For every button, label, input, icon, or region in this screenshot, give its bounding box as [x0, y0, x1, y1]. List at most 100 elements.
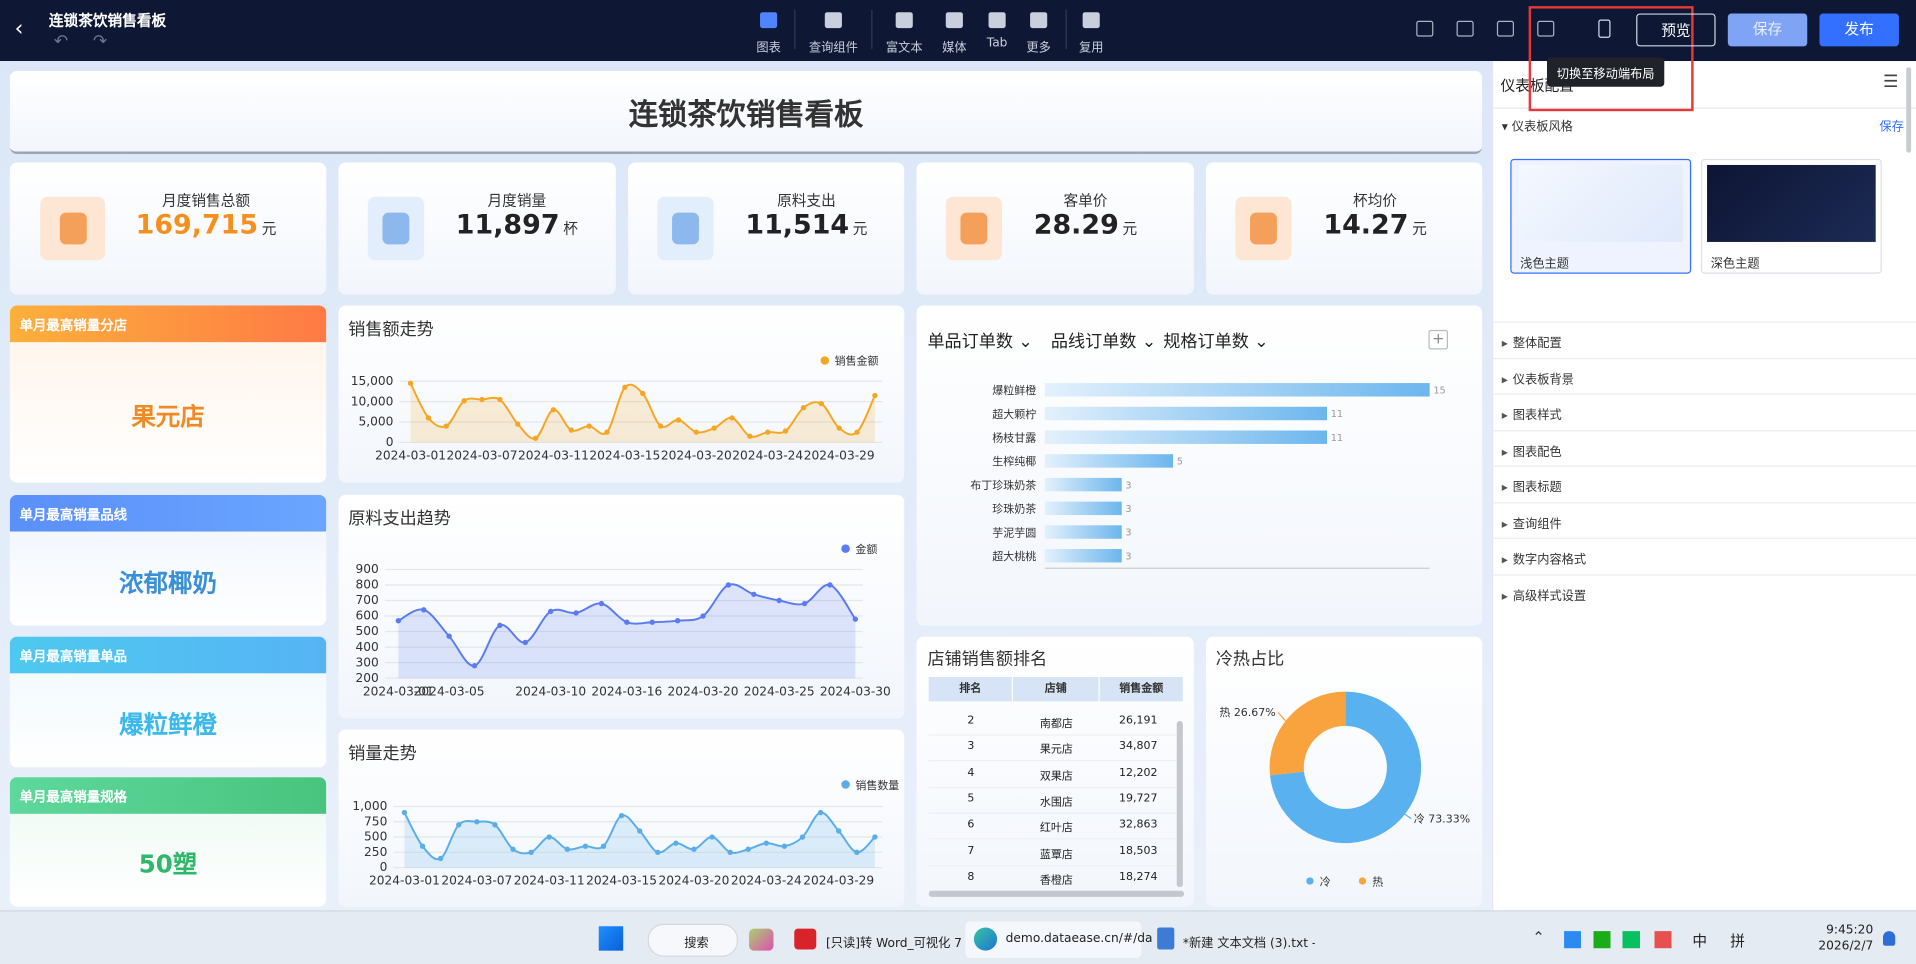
highlight-header: 单月最高销量规格: [9, 777, 327, 814]
section-header[interactable]: ▾ 仪表板风格: [1501, 120, 1573, 135]
redo[interactable]: ↷: [92, 31, 108, 52]
taskbar-app[interactable]: *新建 文本文档 (3).txt -: [1182, 937, 1315, 951]
table-cell: 香橙店: [1039, 874, 1073, 887]
table-cell: 3: [967, 740, 975, 754]
table-cell: 32,863: [1118, 818, 1158, 832]
table-cell: 26,191: [1118, 714, 1158, 728]
kpi-text: 月度销量 11,897 杯: [455, 189, 578, 241]
header-button[interactable]: 预览: [1636, 13, 1716, 47]
kpi-unit: 元: [1122, 219, 1138, 238]
kpi-text: 月度销售总额 169,715 元: [136, 189, 277, 241]
tool-separator: [1065, 9, 1067, 49]
tab[interactable]: 品线订单数 ⌄: [1050, 332, 1157, 352]
kpi-value: 11,514: [745, 210, 850, 241]
tool-icon[interactable]: [1496, 20, 1514, 37]
app-icon[interactable]: [1157, 927, 1175, 950]
ime-mode[interactable]: 中: [1692, 932, 1708, 950]
kpi-icon: [657, 196, 714, 261]
kpi-value-row: 169,715 元: [136, 210, 277, 241]
tool-icon[interactable]: [1537, 20, 1555, 37]
tool-icon[interactable]: [1082, 12, 1100, 29]
tray-arrow[interactable]: ⌃: [1532, 928, 1545, 946]
panel-item[interactable]: ▸ 图表配色: [1501, 441, 1562, 459]
tool-label[interactable]: 富文本: [885, 41, 923, 55]
chart-panel: 销售额走势: [338, 305, 905, 483]
table-scrollbar[interactable]: [1176, 720, 1183, 888]
expand-arrow: ▸: [1501, 445, 1508, 459]
header-button[interactable]: 保存: [1727, 13, 1808, 47]
panel-menu[interactable]: ☰: [1883, 72, 1899, 92]
kpi-icon: [367, 196, 425, 261]
highlight-value: 爆粒鲜橙: [119, 709, 217, 739]
tool-icon[interactable]: [988, 12, 1006, 29]
table-hscrollbar[interactable]: [928, 890, 1185, 897]
tool-label[interactable]: 媒体: [942, 41, 967, 55]
section-save[interactable]: 保存: [1879, 120, 1904, 135]
taskbar-app[interactable]: [只读]转 Word_可视化 7: [826, 937, 962, 951]
tool-label[interactable]: 复用: [1078, 41, 1104, 55]
table-cell: 7: [967, 844, 975, 858]
table-cell: 18,274: [1118, 870, 1158, 884]
table-row-line: [928, 760, 1177, 762]
dashboard-title: 连锁茶饮销售看板: [628, 97, 864, 132]
expand-arrow: ▸: [1501, 589, 1508, 604]
kpi-text: 原料支出 11,514 元: [745, 189, 867, 241]
highlight-header: 单月最高销量单品: [9, 636, 327, 674]
panel-item[interactable]: ▸ 图表样式: [1502, 404, 1562, 422]
panel-divider: [1491, 501, 1916, 503]
table-row-line: [928, 812, 1177, 814]
start-button[interactable]: [598, 926, 624, 951]
panel-item[interactable]: ▸ 数字内容格式: [1502, 549, 1586, 567]
highlight-card: 单月最高销量分店 果元店: [9, 305, 327, 483]
panel-item[interactable]: ▸ 高级样式设置: [1502, 585, 1586, 603]
app-icon[interactable]: [749, 928, 774, 951]
panel-item-label: 高级样式设置: [1512, 589, 1587, 604]
tool-label[interactable]: Tab: [986, 36, 1008, 51]
tab-label: 品线订单数: [1050, 332, 1137, 352]
tab[interactable]: 规格订单数 ⌄: [1163, 332, 1269, 352]
table-cell: 蓝覃店: [1039, 848, 1073, 861]
search-box[interactable]: [647, 923, 739, 957]
tool-icon[interactable]: [945, 12, 963, 29]
tab[interactable]: 单品订单数 ⌄: [927, 332, 1033, 352]
chart-panel: 单品订单数 ⌄ 品线订单数 ⌄ 规格订单数 ⌄ +: [916, 305, 1483, 626]
panel-item[interactable]: ▸ 图表标题: [1502, 477, 1562, 494]
theme-card[interactable]: 深色主题: [1700, 158, 1882, 274]
ime-mode[interactable]: 拼: [1730, 932, 1745, 950]
tool-label[interactable]: 查询组件: [808, 41, 858, 55]
add-tab[interactable]: +: [1428, 329, 1448, 350]
header-button[interactable]: 发布: [1819, 13, 1899, 47]
panel-item-label: 整体配置: [1512, 337, 1562, 351]
panel-item[interactable]: ▸ 整体配置: [1502, 332, 1562, 350]
tool-icon[interactable]: [895, 12, 913, 29]
tool-icon[interactable]: [1456, 20, 1474, 37]
undo[interactable]: ↶: [53, 31, 69, 52]
tool-icon[interactable]: [1030, 12, 1048, 29]
table-cell: 2: [967, 714, 975, 728]
panel-divider: [1491, 429, 1916, 431]
chart-title: 销量走势: [348, 744, 417, 764]
theme-card[interactable]: 浅色主题: [1510, 158, 1692, 274]
tool-icon[interactable]: [824, 12, 842, 29]
tool-label[interactable]: 更多: [1026, 41, 1051, 55]
panel-item[interactable]: ▸ 仪表板背景: [1502, 368, 1574, 386]
expand-arrow: ▸: [1501, 517, 1508, 531]
taskbar-app[interactable]: demo.dataease.cn/#/da: [1005, 932, 1153, 946]
tool-icon[interactable]: [760, 12, 778, 29]
highlight-header: 单月最高销量分店: [9, 305, 327, 343]
kpi-label: 月度销量: [487, 191, 547, 209]
kpi-glyph: [672, 212, 699, 245]
back-button[interactable]: ‹: [14, 15, 24, 42]
kpi-value: 11,897: [455, 210, 560, 241]
panel-item[interactable]: ▸ 查询组件: [1501, 513, 1562, 531]
app-icon[interactable]: [794, 928, 817, 950]
tool-icon[interactable]: [1416, 20, 1434, 37]
tool-label[interactable]: 图表: [756, 41, 781, 55]
kpi-label: 杯均价: [1353, 191, 1398, 209]
panel-divider: [1491, 573, 1916, 575]
table-header-cell: 排名: [928, 676, 1012, 702]
mobile-layout-button[interactable]: [1598, 19, 1611, 38]
panel-scrollbar[interactable]: [1906, 67, 1912, 153]
notification[interactable]: [1883, 931, 1896, 946]
